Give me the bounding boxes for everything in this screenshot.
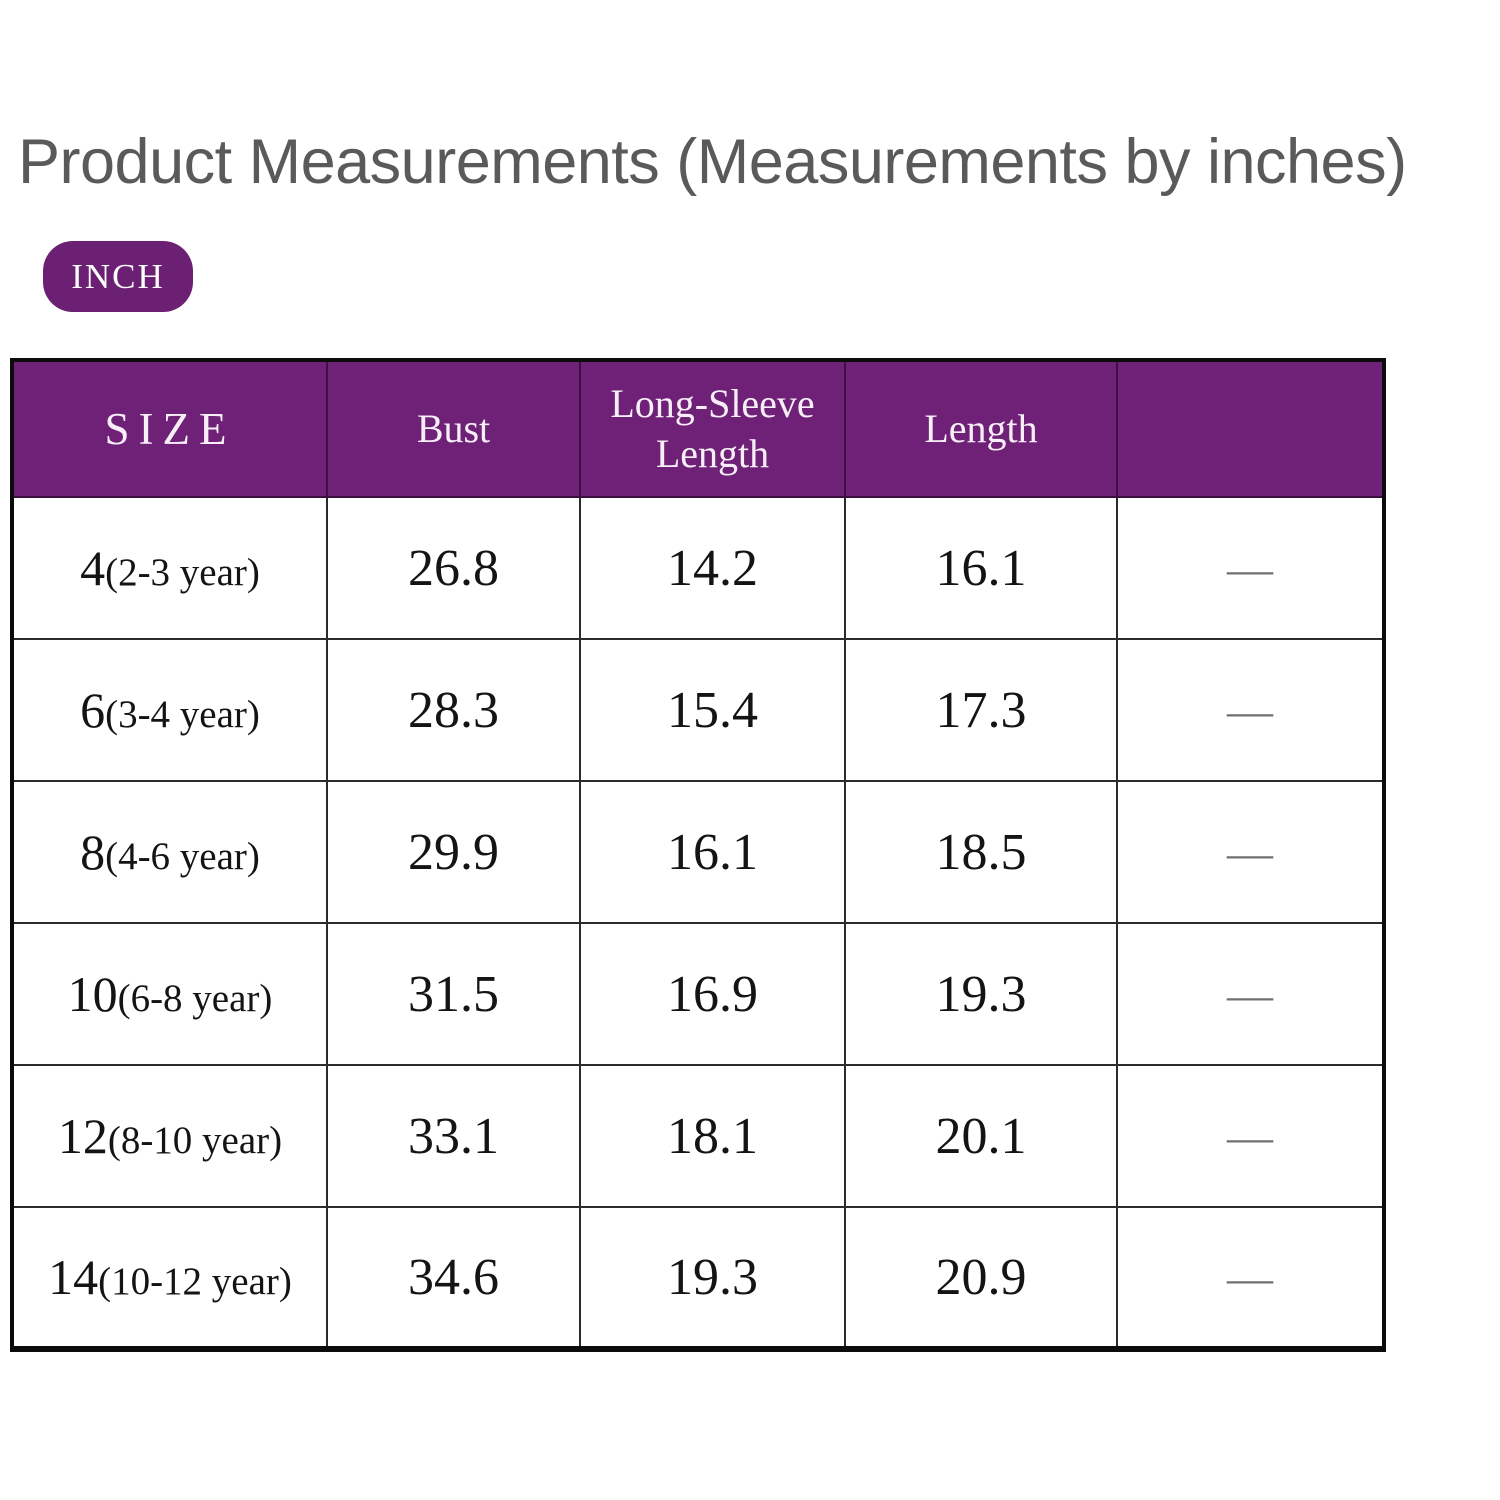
bust-cell: 26.8 (326, 496, 581, 640)
size-age-range: (4-6 year) (105, 834, 260, 878)
length-cell: 20.1 (844, 1064, 1118, 1208)
bust-cell: 34.6 (326, 1206, 581, 1350)
bust-cell: 31.5 (326, 922, 581, 1066)
size-age-range: (8-10 year) (107, 1118, 283, 1162)
size-age-range: (6-8 year) (117, 976, 273, 1020)
note-cell: — (1116, 1064, 1385, 1208)
size-cell: 12(8-10 year) (11, 1064, 328, 1208)
table-row: 8(4-6 year) 29.9 16.1 18.5 — (11, 780, 1385, 924)
note-cell: — (1116, 638, 1385, 782)
note-cell: — (1116, 780, 1385, 924)
size-value: 4 (80, 539, 106, 596)
note-cell: — (1116, 496, 1385, 640)
bust-cell: 28.3 (326, 638, 581, 782)
col-header-length: Length (844, 359, 1118, 498)
table-header-row: SIZE Bust Long-Sleeve Length Length (11, 359, 1385, 498)
bust-cell: 33.1 (326, 1064, 581, 1208)
size-value: 14 (48, 1248, 99, 1305)
col-header-empty (1116, 359, 1385, 498)
size-age-range: (10-12 year) (98, 1259, 292, 1303)
length-cell: 18.5 (844, 780, 1118, 924)
sleeve-length-cell: 16.9 (579, 922, 846, 1066)
note-cell: — (1116, 1206, 1385, 1350)
table-row: 12(8-10 year) 33.1 18.1 20.1 — (11, 1064, 1385, 1208)
sleeve-length-cell: 18.1 (579, 1064, 846, 1208)
measurements-table: SIZE Bust Long-Sleeve Length Length 4(2-… (10, 358, 1386, 1352)
table-row: 6(3-4 year) 28.3 15.4 17.3 — (11, 638, 1385, 782)
sleeve-length-cell: 19.3 (579, 1206, 846, 1350)
table-row: 14(10-12 year) 34.6 19.3 20.9 — (11, 1206, 1385, 1350)
page-title: Product Measurements (Measurements by in… (18, 127, 1407, 197)
size-cell: 14(10-12 year) (11, 1206, 328, 1350)
size-value: 10 (67, 965, 118, 1022)
size-age-range: (2-3 year) (105, 550, 260, 594)
size-cell: 10(6-8 year) (11, 922, 328, 1066)
length-cell: 16.1 (844, 496, 1118, 640)
size-age-range: (3-4 year) (105, 692, 260, 736)
length-cell: 20.9 (844, 1206, 1118, 1350)
sleeve-length-cell: 16.1 (579, 780, 846, 924)
sleeve-length-cell: 14.2 (579, 496, 846, 640)
length-cell: 17.3 (844, 638, 1118, 782)
inch-unit-badge[interactable]: INCH (43, 241, 193, 312)
col-header-long-sleeve-length: Long-Sleeve Length (579, 359, 846, 498)
bust-cell: 29.9 (326, 780, 581, 924)
size-cell: 4(2-3 year) (11, 496, 328, 640)
size-value: 8 (80, 823, 106, 880)
size-value: 12 (57, 1107, 108, 1164)
table-row: 4(2-3 year) 26.8 14.2 16.1 — (11, 496, 1385, 640)
note-cell: — (1116, 922, 1385, 1066)
length-cell: 19.3 (844, 922, 1118, 1066)
col-header-size: SIZE (11, 359, 328, 498)
table-row: 10(6-8 year) 31.5 16.9 19.3 — (11, 922, 1385, 1066)
size-value: 6 (80, 681, 106, 738)
size-cell: 6(3-4 year) (11, 638, 328, 782)
sleeve-length-cell: 15.4 (579, 638, 846, 782)
col-header-bust: Bust (326, 359, 581, 498)
size-cell: 8(4-6 year) (11, 780, 328, 924)
